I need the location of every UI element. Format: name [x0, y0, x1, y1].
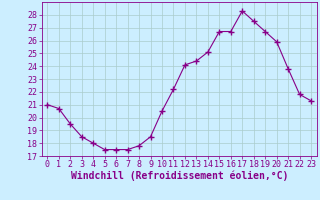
X-axis label: Windchill (Refroidissement éolien,°C): Windchill (Refroidissement éolien,°C) — [70, 171, 288, 181]
